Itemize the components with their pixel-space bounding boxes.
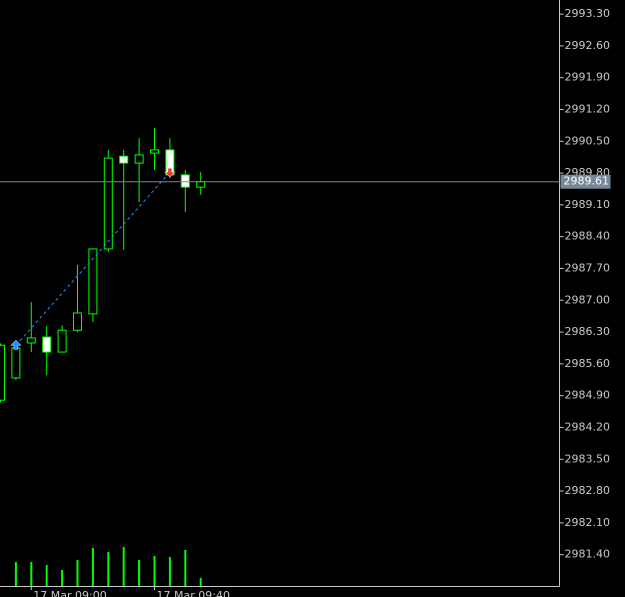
y-tick-label: 2992.60: [565, 39, 611, 52]
candle-body: [11, 347, 21, 379]
y-tick-label: 2990.50: [565, 134, 611, 147]
y-tick-label: 2987.00: [565, 293, 611, 306]
y-tick-label: 2983.50: [565, 452, 611, 465]
candle-body: [180, 174, 190, 188]
x-tick-label: 17 Mar 09:00: [33, 589, 106, 597]
y-tick-label: 2982.80: [565, 484, 611, 497]
candle-body: [134, 154, 144, 164]
candle-body: [26, 337, 36, 344]
candle-body: [88, 248, 98, 315]
y-tick-label: 2989.10: [565, 198, 611, 211]
candle-body: [119, 155, 129, 164]
buy-arrow: [10, 339, 22, 350]
candle-body: [57, 329, 67, 353]
price-label-box: [560, 174, 611, 189]
candle-body: [73, 312, 82, 331]
candle-body: [42, 336, 52, 353]
y-tick-label: 2986.30: [565, 325, 611, 338]
y-tick-label: 2987.70: [565, 261, 611, 274]
candle-body: [103, 157, 113, 250]
y-tick-label: 2984.20: [565, 420, 611, 433]
price-label: 2989.61: [564, 175, 610, 188]
y-tick-label: 2991.90: [565, 71, 611, 84]
y-tick-label: 2982.10: [565, 516, 611, 529]
y-tick-label: 2984.90: [565, 389, 611, 402]
y-tick-label: 2988.40: [565, 230, 611, 243]
y-tick-label: 2991.20: [565, 102, 611, 115]
x-tick-label: 17 Mar 09:40: [157, 589, 230, 597]
y-tick-label: 2981.40: [565, 548, 611, 561]
y-tick-label: 2993.30: [565, 7, 611, 20]
y-tick-label: 2985.60: [565, 357, 611, 370]
sell-arrow: [164, 167, 176, 178]
trade-line: [15, 171, 171, 346]
candle-body: [0, 344, 5, 401]
candle-body: [196, 181, 206, 188]
candle-body: [150, 149, 159, 154]
